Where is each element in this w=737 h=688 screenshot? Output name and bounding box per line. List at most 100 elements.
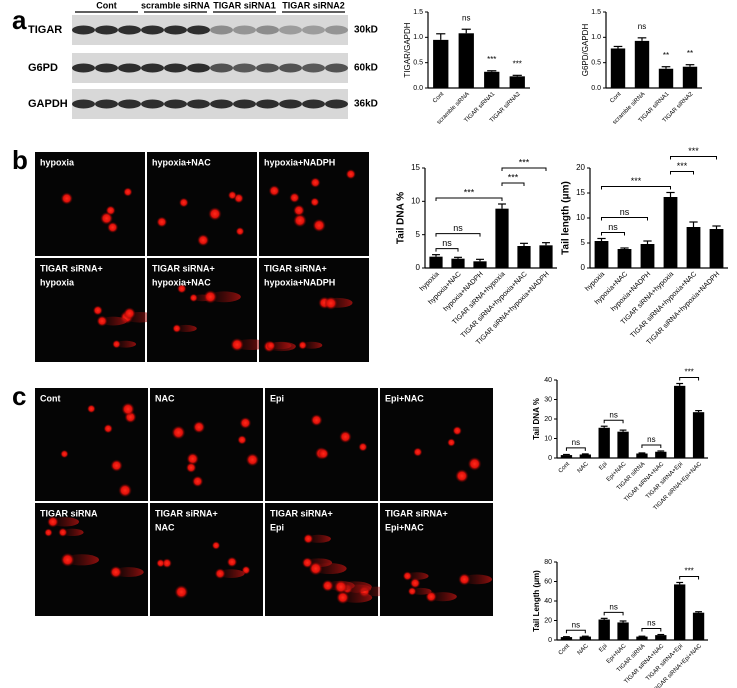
nucleus: [211, 541, 221, 550]
significance-bracket: [435, 233, 481, 237]
nucleus: [156, 216, 168, 228]
significance-label: ns: [620, 207, 630, 217]
x-tick-label: hypoxia: [584, 271, 606, 293]
nucleus: [189, 293, 198, 303]
nucleus: [336, 591, 350, 605]
y-axis-label: Tail length (μm): [561, 181, 572, 255]
nucleus: [100, 211, 114, 225]
nucleus: [245, 453, 260, 467]
nucleus: [409, 577, 421, 589]
panel-letter: b: [12, 145, 28, 175]
significance-bracket: [641, 628, 662, 632]
nucleus: [107, 221, 119, 234]
size-label: 30kD: [354, 25, 378, 36]
image-label: Epi: [270, 393, 284, 403]
nucleus: [171, 425, 186, 440]
significance-label: **: [663, 51, 669, 60]
nucleus: [203, 290, 218, 304]
blot-band: [187, 99, 210, 109]
nucleus: [235, 226, 245, 236]
bar: [517, 246, 531, 268]
significance-label: ***: [631, 176, 642, 186]
x-tick-label: Epi: [598, 461, 608, 471]
bar: [674, 584, 686, 640]
x-tick-label: hypoxia+NADPH: [610, 271, 652, 313]
blot-band: [95, 25, 118, 35]
significance-label: ns: [442, 238, 452, 248]
blot-band: [95, 63, 118, 73]
blot-band: [210, 63, 233, 73]
x-tick-label: NAC: [577, 643, 591, 657]
y-tick-label: 5: [581, 238, 586, 247]
blot-band: [141, 63, 164, 73]
blot-band: [187, 25, 210, 35]
nucleus: [324, 296, 338, 310]
nucleus: [425, 590, 437, 603]
significance-label: ***: [684, 368, 693, 377]
bar: [560, 455, 573, 458]
image-label: Epi: [270, 522, 284, 532]
significance-label: ns: [647, 435, 655, 444]
nucleus: [172, 324, 182, 333]
y-axis-label: G6PD/GAPDH: [581, 24, 590, 77]
nucleus: [293, 213, 307, 228]
significance-bracket: [601, 217, 648, 221]
image-label: hypoxia+NAC: [152, 277, 211, 287]
significance-bracket: [601, 186, 671, 190]
nucleus: [237, 435, 247, 445]
significance-label: ***: [487, 55, 496, 64]
nucleus: [268, 185, 280, 197]
micrograph: [150, 388, 263, 501]
y-axis-label: TIGAR/GAPDH: [403, 22, 412, 77]
bar: [598, 427, 610, 458]
significance-label: ***: [688, 146, 699, 156]
significance-label: **: [687, 49, 693, 58]
nucleus: [208, 207, 222, 221]
y-tick-label: 1.0: [413, 34, 423, 41]
nucleus: [227, 190, 237, 200]
bar: [473, 261, 487, 268]
blot-band: [164, 25, 187, 35]
blot-band: [279, 63, 302, 73]
nucleus: [239, 417, 252, 429]
nucleus: [455, 469, 469, 483]
significance-label: ns: [462, 13, 470, 22]
bar: [655, 635, 667, 640]
image-label: TIGAR siRNA+: [155, 508, 218, 518]
image-label: NAC: [155, 522, 175, 532]
y-tick-label: 15: [411, 163, 420, 172]
image-label: Cont: [40, 393, 61, 403]
protein-label: G6PD: [28, 62, 58, 74]
nucleus: [103, 423, 113, 434]
y-tick-label: 1.5: [413, 9, 423, 16]
image-label: TIGAR siRNA+: [270, 508, 333, 518]
y-tick-label: 1.5: [591, 9, 601, 16]
y-tick-label: 0: [548, 455, 552, 462]
nucleus: [321, 579, 334, 592]
bar: [617, 249, 632, 268]
nucleus: [308, 561, 323, 576]
y-tick-label: 20: [576, 163, 585, 172]
nucleus: [298, 340, 308, 350]
nucleus: [452, 426, 462, 436]
bar: [458, 33, 474, 88]
protein-label: TIGAR: [28, 24, 62, 36]
nucleus: [58, 527, 68, 537]
blot-band: [256, 63, 279, 73]
x-tick-label: Cont: [558, 461, 571, 474]
nucleus: [312, 218, 326, 233]
significance-label: ns: [572, 620, 580, 629]
bar: [636, 453, 648, 458]
significance-bracket: [565, 447, 586, 451]
bar: [539, 245, 553, 268]
blot-band: [302, 99, 325, 109]
significance-bracket: [601, 232, 625, 236]
y-tick-label: 0.5: [591, 60, 601, 67]
blot-band: [118, 63, 141, 73]
bar: [610, 48, 626, 88]
nucleus: [334, 580, 348, 594]
nucleus: [185, 462, 197, 473]
bar: [560, 637, 573, 640]
nucleus: [458, 573, 471, 586]
significance-label: ***: [464, 187, 475, 197]
